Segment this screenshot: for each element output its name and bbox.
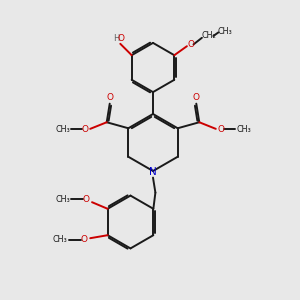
Text: H: H <box>113 34 119 43</box>
Text: O: O <box>81 125 88 134</box>
Text: CH₃: CH₃ <box>218 27 232 36</box>
Text: CH₃: CH₃ <box>55 125 70 134</box>
Text: N: N <box>149 167 157 177</box>
Text: O: O <box>188 40 195 49</box>
Text: CH₂: CH₂ <box>201 32 216 40</box>
Text: CH₃: CH₃ <box>55 195 70 204</box>
Text: CH₃: CH₃ <box>53 236 68 244</box>
Text: O: O <box>117 34 124 43</box>
Text: O: O <box>106 93 113 102</box>
Text: O: O <box>218 125 225 134</box>
Text: O: O <box>193 93 200 102</box>
Text: O: O <box>82 195 89 204</box>
Text: CH₃: CH₃ <box>236 125 251 134</box>
Text: O: O <box>80 236 87 244</box>
